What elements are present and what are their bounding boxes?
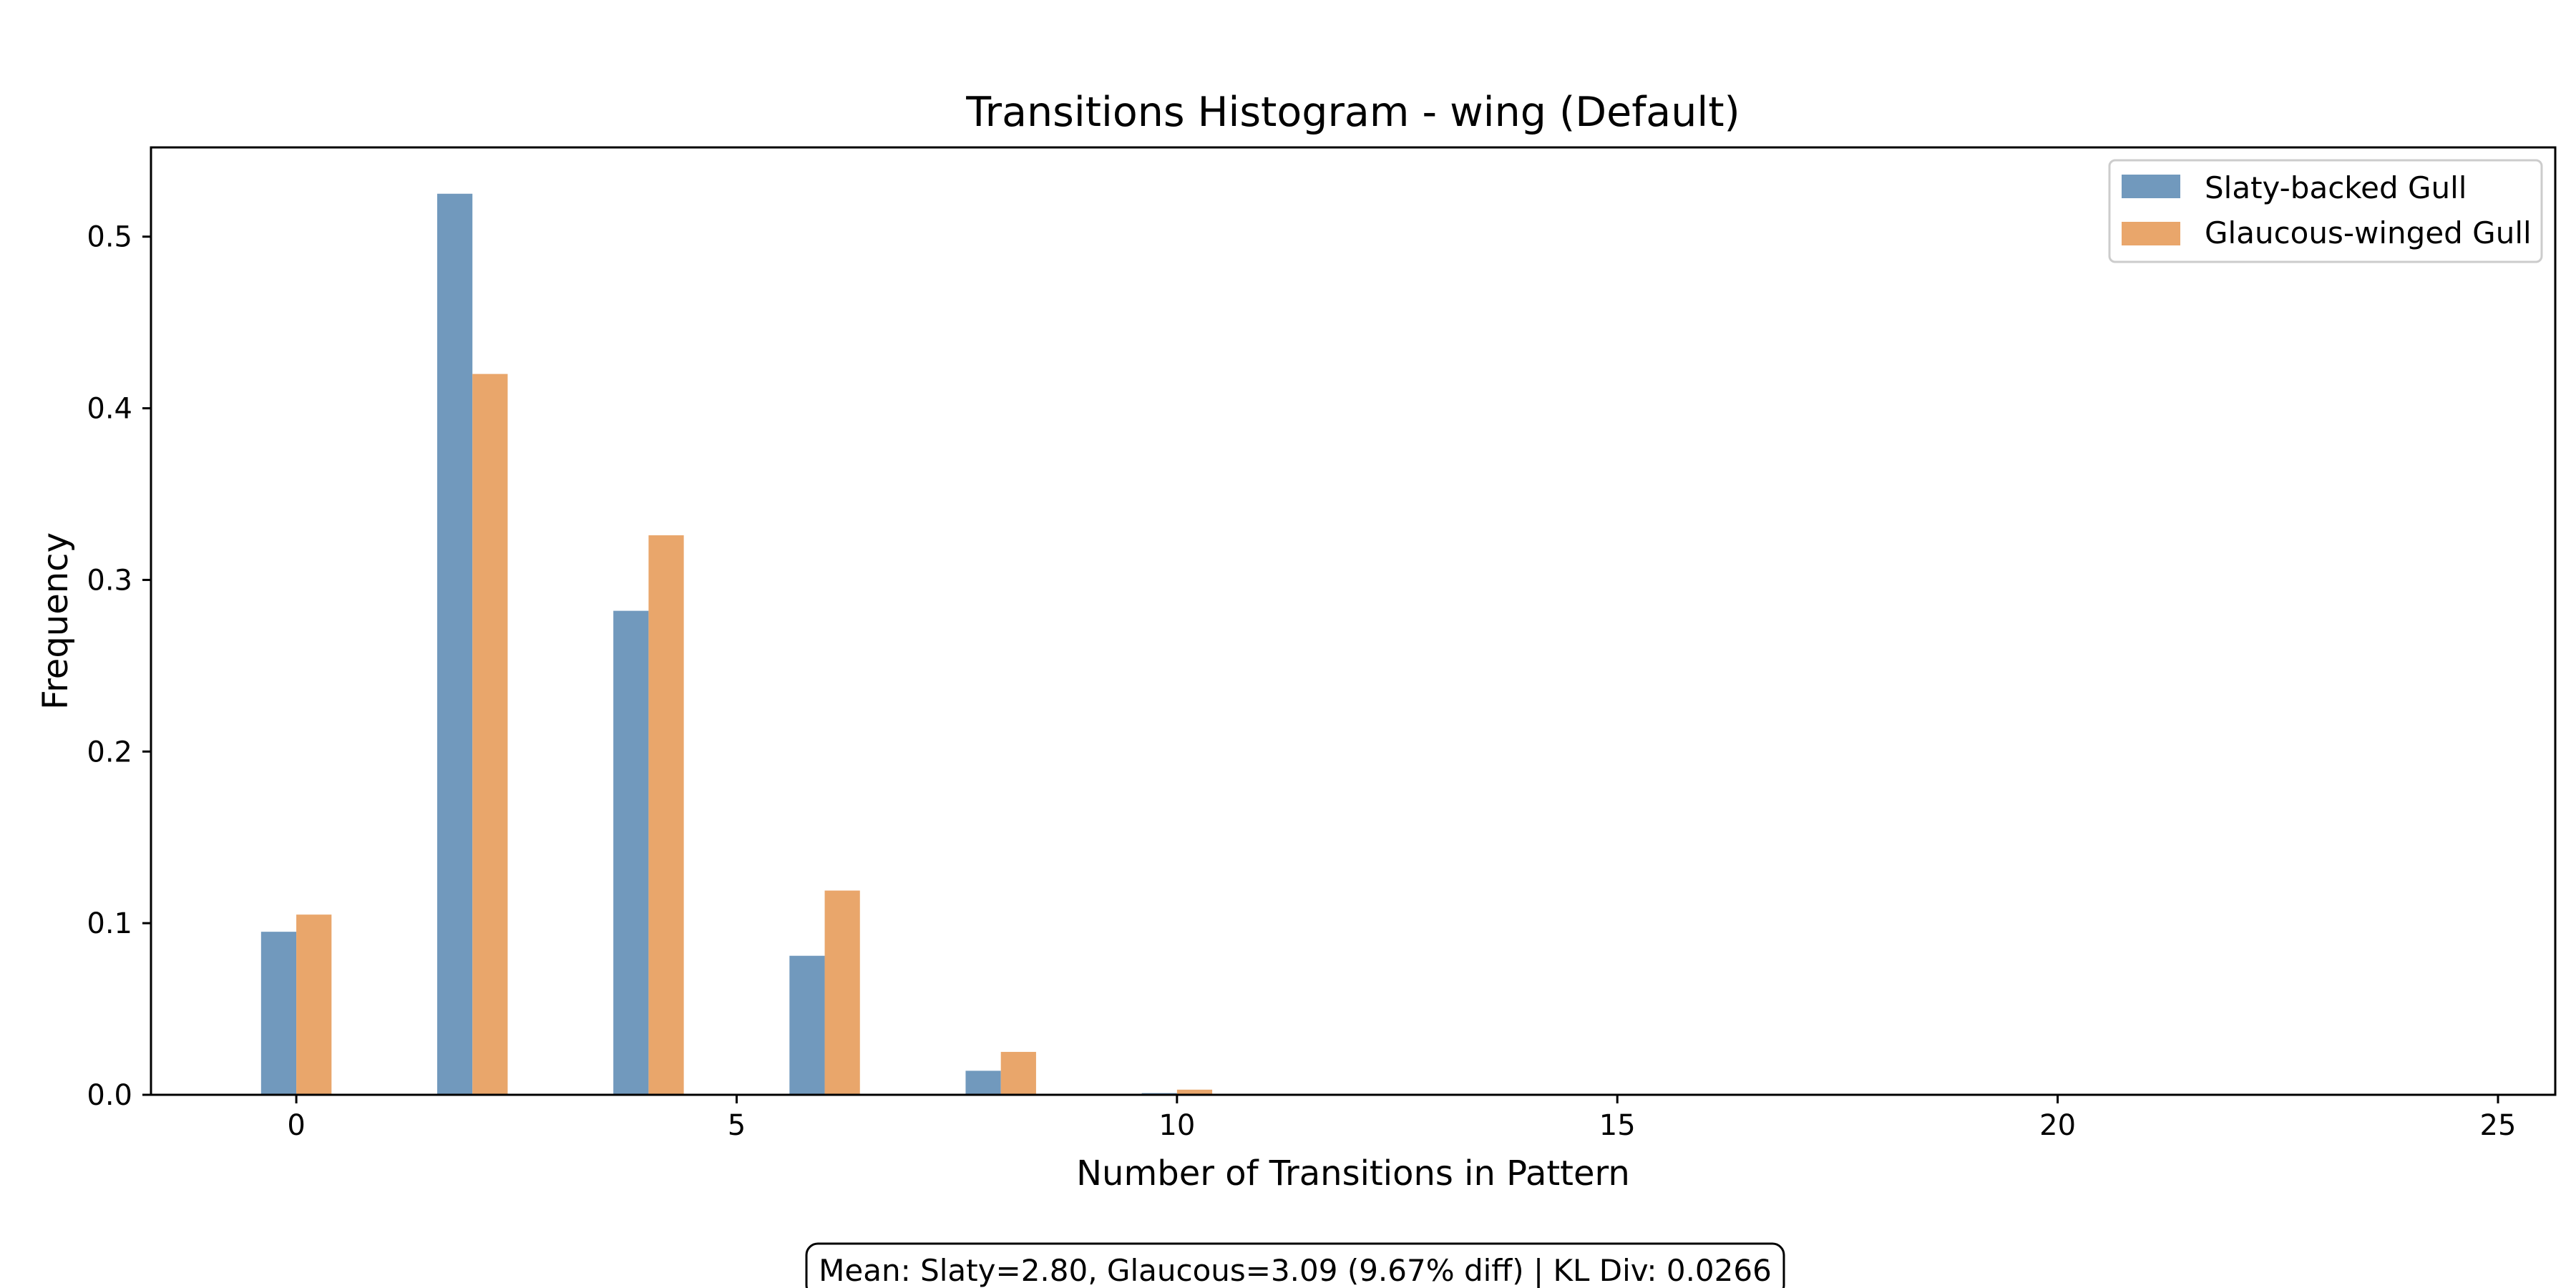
bars-group [260,193,1213,1095]
bar-glaucous-8 [1000,1052,1036,1095]
x-tick-label-5: 5 [728,1109,746,1142]
bar-slaty-0 [260,932,297,1095]
bar-slaty-4 [613,610,649,1095]
y-tick-label-2: 0.2 [87,736,132,769]
bar-glaucous-4 [648,535,684,1095]
y-axis-ticks: 0.0 0.1 0.2 0.3 0.4 0.5 [87,221,151,1112]
x-tick-label-10: 10 [1158,1109,1195,1142]
stats-annotation-text: Mean: Slaty=2.80, Glaucous=3.09 (9.67% d… [819,1253,1772,1288]
x-tick-label-20: 20 [2039,1109,2076,1142]
x-tick-label-15: 15 [1599,1109,1636,1142]
plot-frame [150,146,2557,1096]
bar-slaty-6 [789,955,825,1095]
legend-swatch-slaty [2122,175,2180,198]
legend-label-glaucous: Glaucous-winged Gull [2205,215,2532,250]
legend-box [2108,159,2543,263]
y-axis-label: Frequency [36,532,76,710]
chart-title: Transitions Histogram - wing (Default) [965,89,1740,136]
y-tick-label-0: 0.0 [87,1079,132,1112]
bar-slaty-2 [437,193,473,1095]
bar-slaty-8 [965,1070,1001,1095]
x-axis-ticks: 0 5 10 15 20 25 [287,1095,2516,1142]
legend-label-slaty: Slaty-backed Gull [2205,170,2467,205]
stats-annotation-box [805,1242,1785,1288]
bar-glaucous-6 [824,890,860,1095]
bar-glaucous-10 [1176,1089,1213,1095]
x-tick-label-0: 0 [287,1109,305,1142]
legend: Slaty-backed Gull Glaucous-winged Gull [2108,159,2543,263]
bar-glaucous-2 [472,374,508,1095]
y-tick-label-3: 0.3 [87,564,132,597]
bar-glaucous-0 [296,914,332,1095]
x-tick-label-25: 25 [2480,1109,2517,1142]
y-tick-label-1: 0.1 [87,907,132,940]
x-axis-label: Number of Transitions in Pattern [1076,1153,1630,1194]
legend-swatch-glaucous [2122,222,2180,245]
y-tick-label-5: 0.5 [87,221,132,254]
y-tick-label-4: 0.4 [87,393,132,426]
stats-annotation: Mean: Slaty=2.80, Glaucous=3.09 (9.67% d… [805,1242,1785,1288]
